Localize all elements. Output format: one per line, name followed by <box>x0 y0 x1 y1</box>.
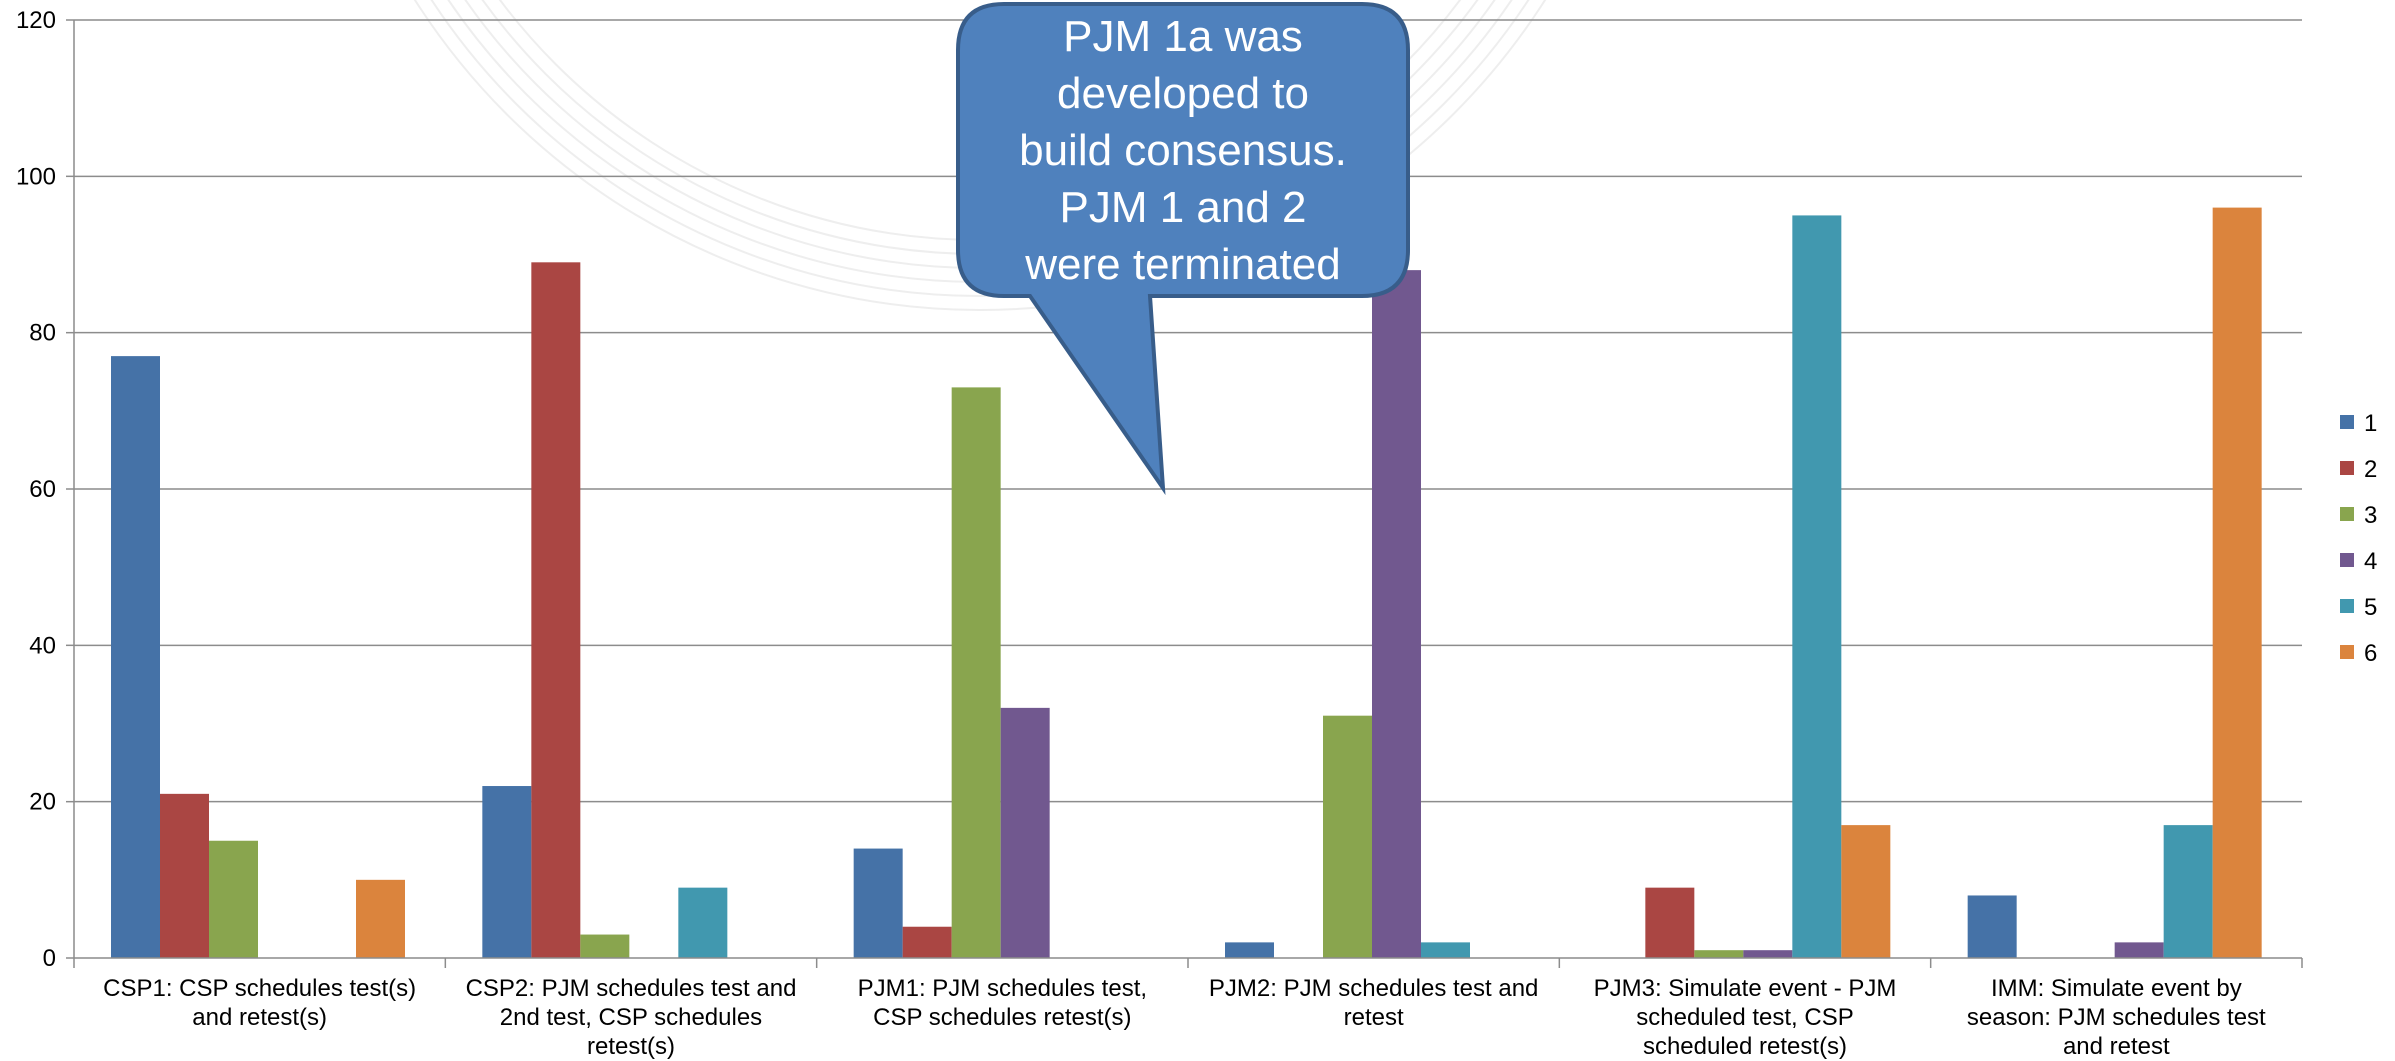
bar-series-3-cat-2 <box>580 934 630 958</box>
y-tick-label: 100 <box>16 163 56 190</box>
legend: 1 2 3 4 5 6 <box>2340 410 2377 667</box>
bar-series-5-cat-5 <box>1792 215 1842 958</box>
bar-series-5-cat-2 <box>678 887 728 958</box>
x-category-label: PJM1: PJM schedules test, CSP schedules r… <box>858 975 1147 1031</box>
x-category-label: CSP2: PJM schedules test and 2nd test, CS… <box>466 975 797 1060</box>
bar-series-4-cat-6 <box>2114 942 2164 958</box>
bar-series-3-cat-3 <box>951 387 1001 959</box>
legend-swatch-4 <box>2340 553 2354 567</box>
bar-series-1-cat-4 <box>1225 942 1274 958</box>
legend-swatch-2 <box>2340 461 2354 475</box>
y-tick-label: 0 <box>43 945 56 972</box>
bar-series-4-cat-4 <box>1372 270 1421 959</box>
bar-series-5-cat-6 <box>2163 825 2213 958</box>
y-tick-label: 40 <box>29 632 56 659</box>
bar-series-2-cat-5 <box>1645 887 1695 958</box>
callout-text: PJM 1a was developed to build consensus. PJ… <box>1019 12 1347 289</box>
x-category-label: PJM3: Simulate event - PJM scheduled test… <box>1594 975 1897 1060</box>
watermark-arc <box>413 0 1547 311</box>
bar-series-4-cat-3 <box>1000 707 1050 958</box>
y-tick-label: 60 <box>29 476 56 503</box>
legend-label-2: 2 <box>2364 456 2377 483</box>
x-axis-category-labels: CSP1: CSP schedules test(s) and retest(s)… <box>103 975 2266 1060</box>
legend-label-3: 3 <box>2364 502 2377 529</box>
bar-series-6-cat-5 <box>1841 825 1891 958</box>
legend-swatch-6 <box>2340 645 2354 659</box>
y-tick-label: 20 <box>29 789 56 816</box>
bar-series-2-cat-1 <box>160 793 209 958</box>
y-tick-label: 120 <box>16 7 56 34</box>
bar-series-2-cat-3 <box>902 926 952 958</box>
x-category-label: PJM2: PJM schedules test and retest <box>1209 975 1538 1031</box>
bar-series-6-cat-1 <box>356 879 405 958</box>
bar-series-3-cat-5 <box>1694 950 1744 958</box>
x-category-label: CSP1: CSP schedules test(s) and retest(s) <box>103 975 416 1031</box>
bar-series-4-cat-5 <box>1743 950 1793 958</box>
bar-series-6-cat-6 <box>2212 207 2262 959</box>
x-category-label: IMM: Simulate event by season: PJM schedu… <box>1967 975 2266 1060</box>
bar-series-1-cat-2 <box>482 786 532 958</box>
legend-label-1: 1 <box>2364 410 2377 437</box>
legend-label-6: 6 <box>2364 640 2377 667</box>
bar-series-1-cat-6 <box>1967 895 2017 958</box>
bar-series-2-cat-2 <box>531 262 581 959</box>
bar-series-3-cat-4 <box>1323 715 1372 958</box>
watermark-arc <box>430 0 1530 297</box>
legend-swatch-1 <box>2340 415 2354 429</box>
callout: PJM 1a was developed to build consensus. PJ… <box>956 2 1410 496</box>
y-axis-tick-labels: 0 20 40 60 80 100 120 <box>16 7 56 972</box>
callout-bubble <box>956 2 1410 496</box>
bar-series-3-cat-1 <box>209 840 258 958</box>
legend-label-4: 4 <box>2364 548 2377 575</box>
axes <box>73 20 2303 968</box>
bar-series-1-cat-1 <box>111 356 160 958</box>
legend-label-5: 5 <box>2364 594 2377 621</box>
y-tick-label: 80 <box>29 320 56 347</box>
bar-series-5-cat-4 <box>1421 942 1470 958</box>
bars <box>111 207 2262 959</box>
legend-swatch-5 <box>2340 599 2354 613</box>
legend-swatch-3 <box>2340 507 2354 521</box>
bar-series-1-cat-3 <box>853 848 903 958</box>
